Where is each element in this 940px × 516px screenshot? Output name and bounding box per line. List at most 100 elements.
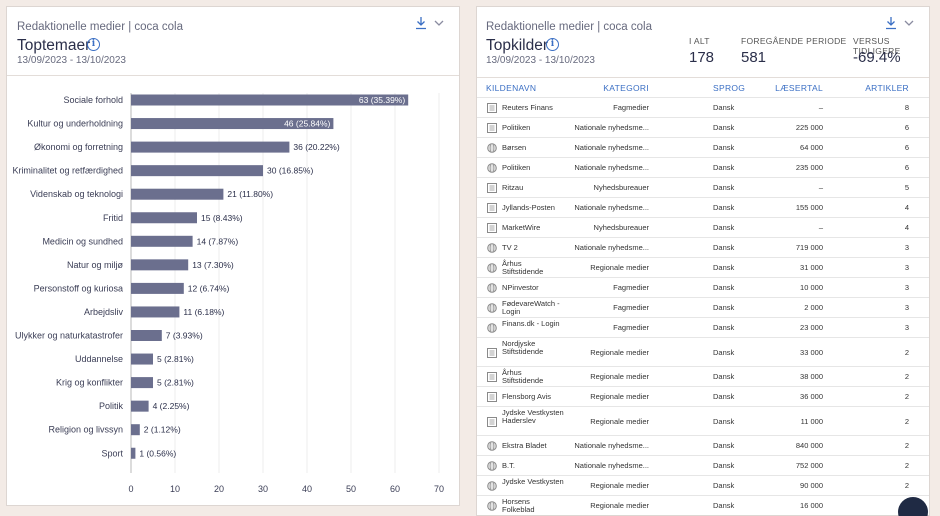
panel-subtitle: Redaktionelle medier | coca cola (17, 21, 183, 33)
info-icon[interactable]: i (87, 38, 100, 51)
table-row[interactable]: Ekstra Bladet Nationale nyhedsme... Dansk 8… (477, 435, 929, 455)
source-name: B.T. (502, 460, 515, 470)
table-row[interactable]: TV 2 Nationale nyhedsme... Dansk 719 000 3 (477, 237, 929, 257)
source-name: Århus Stiftstidende (502, 258, 544, 276)
date-range: 13/09/2023 - 13/10/2023 (17, 55, 126, 66)
bar-value-label: 5 (2.81%) (157, 378, 194, 388)
col-header-artikler[interactable]: ARTIKLER (865, 83, 909, 93)
source-name: Finans.dk - Login (502, 318, 560, 328)
category-label: Krig og konflikter (56, 378, 123, 388)
x-tick-label: 30 (258, 484, 268, 494)
source-name: FødevareWatch - Login (502, 298, 560, 316)
category-label: Videnskab og teknologi (30, 189, 123, 199)
x-tick-label: 20 (214, 484, 224, 494)
source-articles: 4 (904, 203, 909, 212)
download-icon[interactable] (415, 16, 427, 33)
kpi-versus-value: -69.4% (853, 49, 901, 66)
globe-icon (487, 323, 497, 333)
bar (131, 165, 263, 177)
globe-icon (487, 303, 497, 313)
table-row[interactable]: MarketWire Nyhedsbureauer Dansk – 4 (477, 217, 929, 237)
source-readership: 23 000 (800, 323, 823, 332)
source-name: TV 2 (502, 242, 518, 252)
source-category: Fagmedier (613, 283, 649, 292)
document-icon (487, 203, 497, 213)
col-header-kildenavn[interactable]: KILDENAVN (486, 83, 537, 93)
source-name: Jydske Vestkysten (502, 476, 564, 486)
table-row[interactable]: Jyllands-Posten Nationale nyhedsme... Dans… (477, 197, 929, 217)
table-row[interactable]: Politiken Nationale nyhedsme... Dansk 235 0… (477, 157, 929, 177)
globe-icon (487, 143, 497, 153)
source-category: Nationale nyhedsme... (574, 123, 649, 132)
table-row[interactable]: FødevareWatch - Login Fagmedier Dansk 2 000… (477, 297, 929, 317)
category-label: Fritid (103, 213, 123, 223)
category-label: Uddannelse (75, 354, 123, 364)
source-name: Jyllands-Posten (502, 202, 555, 212)
help-widget-icon[interactable] (898, 497, 928, 516)
source-articles: 2 (904, 347, 909, 357)
source-articles: 2 (904, 461, 909, 470)
table-row[interactable]: Børsen Nationale nyhedsme... Dansk 64 000 6 (477, 137, 929, 157)
document-icon (487, 372, 497, 382)
source-language: Dansk (713, 243, 735, 252)
source-readership: 840 000 (795, 441, 823, 450)
x-tick-label: 40 (302, 484, 312, 494)
bar-value-label: 63 (35.39%) (359, 95, 405, 105)
table-row[interactable]: Politiken Nationale nyhedsme... Dansk 225 0… (477, 117, 929, 137)
source-category: Regionale medier (590, 501, 649, 510)
table-row[interactable]: Flensborg Avis Regionale medier Dansk 36 00… (477, 386, 929, 406)
table-row[interactable]: B.T. Nationale nyhedsme... Dansk 752 000 2 (477, 455, 929, 475)
table-row[interactable]: Ritzau Nyhedsbureauer Dansk – 5 (477, 177, 929, 197)
table-row[interactable]: NPinvestor Fagmedier Dansk 10 000 3 (477, 277, 929, 297)
source-category: Nyhedsbureauer (593, 223, 649, 232)
source-language: Dansk (713, 143, 735, 152)
col-header-laesertal[interactable]: LÆSERTAL (775, 83, 823, 93)
category-label: Politik (99, 401, 124, 411)
table-row[interactable]: Jydske Vestkysten Regionale medier Dansk 90… (477, 475, 929, 495)
col-header-sprog[interactable]: SPROG (713, 83, 746, 93)
x-tick-label: 10 (170, 484, 180, 494)
document-icon (487, 347, 497, 358)
source-readership: 11 000 (800, 416, 823, 426)
bar (131, 188, 224, 200)
topics-bar-chart: 0 10 20 30 40 50 60 70 Sociale forhold 63 (35.39%… (12, 93, 444, 494)
x-tick-label: 60 (390, 484, 400, 494)
bar (131, 330, 162, 341)
source-language: Dansk (713, 372, 735, 381)
table-row[interactable]: Horsens Folkeblad Regionale medier Dansk 16… (477, 495, 929, 515)
table-row[interactable]: Reuters Finans Fagmedier Dansk – 8 (477, 97, 929, 117)
globe-icon (487, 461, 497, 471)
table-row[interactable]: Finans.dk - Login Fagmedier Dansk 23 000 3 (477, 317, 929, 337)
kpi-previous-label: FOREGÅENDE PERIODE (741, 36, 847, 46)
source-language: Dansk (713, 203, 735, 212)
source-language: Dansk (713, 392, 735, 401)
category-label: Sport (101, 448, 123, 458)
source-name: Politiken (502, 122, 531, 132)
source-readership: 235 000 (795, 163, 823, 172)
source-name: Ritzau (502, 182, 524, 192)
table-row[interactable]: Nordjyske Stiftstidende Regionale medier D… (477, 337, 929, 366)
category-label: Kriminalitet og retfærdighed (12, 166, 123, 176)
category-label: Personstoff og kuriosa (34, 283, 123, 293)
table-row[interactable]: Århus Stiftstidende Regionale medier Dansk… (477, 366, 929, 386)
chevron-down-icon[interactable] (904, 18, 914, 30)
table-row[interactable]: Jydske Vestkysten Haderslev Regionale med… (477, 406, 929, 435)
source-category: Nationale nyhedsme... (574, 461, 649, 470)
source-articles: 5 (904, 183, 909, 192)
chevron-down-icon[interactable] (434, 18, 444, 30)
bar-value-label: 30 (16.85%) (267, 166, 313, 176)
source-name: Århus Stiftstidende (502, 367, 544, 385)
info-icon[interactable]: i (546, 38, 559, 51)
bar-value-label: 11 (6.18%) (183, 307, 224, 317)
bar (131, 118, 334, 130)
col-header-kategori[interactable]: KATEGORI (603, 83, 649, 93)
source-category: Regionale medier (590, 347, 649, 357)
bar (131, 259, 189, 271)
kpi-total-value: 178 (689, 49, 715, 66)
source-category: Nationale nyhedsme... (574, 143, 649, 152)
source-category: Nationale nyhedsme... (574, 243, 649, 252)
bar-value-label: 36 (20.22%) (293, 142, 339, 152)
source-category: Regionale medier (590, 481, 649, 490)
table-row[interactable]: Århus Stiftstidende Regionale medier Dansk… (477, 257, 929, 277)
download-icon[interactable] (885, 16, 897, 33)
